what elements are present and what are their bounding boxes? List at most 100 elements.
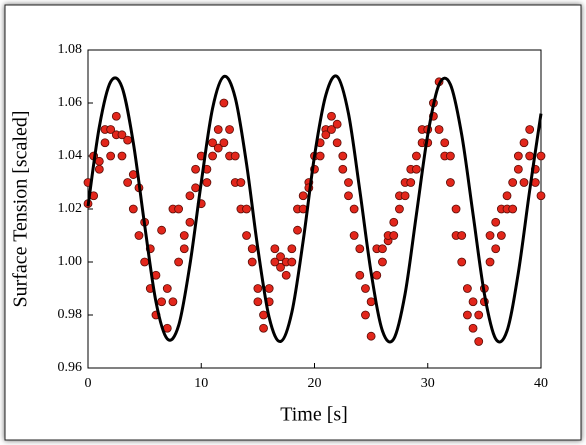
data-point: [519, 178, 529, 187]
data-point: [445, 151, 455, 161]
data-point: [134, 231, 144, 240]
data-point: [468, 297, 478, 307]
data-point: [298, 191, 308, 201]
data-point: [208, 151, 217, 161]
data-point: [513, 151, 523, 161]
data-point: [378, 257, 387, 267]
data-point: [349, 231, 359, 240]
data-point: [332, 119, 342, 129]
x-tick-label: 20: [308, 376, 322, 391]
data-point: [179, 244, 189, 254]
x-axis-label: Time [s]: [280, 404, 348, 426]
data-point: [174, 257, 184, 267]
data-point: [219, 98, 229, 108]
data-point: [287, 257, 297, 267]
y-tick-label: 0.96: [58, 360, 83, 375]
data-point: [457, 231, 467, 240]
y-tick-label: 1.06: [58, 95, 83, 110]
data-point: [513, 164, 523, 174]
data-point: [474, 310, 484, 320]
data-point: [293, 225, 302, 235]
data-point: [412, 164, 421, 174]
data-point: [276, 252, 285, 262]
data-point: [168, 297, 178, 307]
y-axis-label: Surface Tension [scaled]: [10, 110, 32, 307]
data-point: [111, 111, 121, 121]
data-point: [468, 323, 478, 333]
data-point: [349, 204, 359, 214]
y-tick-label: 0.98: [58, 307, 83, 322]
data-point: [327, 111, 336, 121]
data-point: [185, 191, 195, 201]
data-point: [117, 130, 127, 140]
data-point: [264, 284, 274, 293]
data-point: [253, 284, 263, 293]
data-point: [361, 310, 370, 320]
data-point: [485, 257, 495, 267]
data-point: [412, 151, 421, 161]
data-point: [219, 138, 229, 148]
data-point: [406, 178, 416, 187]
data-point: [355, 244, 365, 254]
data-point: [327, 125, 336, 134]
data-point: [94, 156, 104, 166]
data-point: [395, 204, 404, 214]
data-point: [253, 297, 263, 307]
data-point: [338, 151, 348, 161]
data-point: [366, 297, 376, 307]
data-point: [276, 262, 285, 272]
y-tick-label: 1.04: [58, 148, 83, 163]
data-point: [389, 231, 399, 240]
data-point: [355, 270, 365, 280]
data-point: [213, 125, 223, 134]
data-point: [451, 204, 461, 214]
x-tick-label: 10: [194, 376, 208, 391]
y-tick-label: 1.08: [58, 42, 83, 57]
data-point: [462, 284, 472, 293]
y-tick-label: 1.02: [58, 201, 83, 216]
data-point: [491, 244, 501, 254]
data-point: [242, 204, 251, 214]
data-point: [536, 151, 546, 161]
x-tick-label: 30: [421, 376, 435, 391]
data-point: [389, 217, 399, 227]
data-point: [185, 217, 195, 227]
data-point: [157, 225, 167, 235]
data-point: [281, 270, 291, 280]
data-point: [508, 178, 518, 187]
data-point: [378, 244, 387, 254]
data-point: [462, 310, 472, 320]
data-point: [287, 244, 297, 254]
data-point: [213, 143, 223, 153]
data-point: [496, 231, 506, 240]
data-point: [106, 151, 116, 161]
data-point: [208, 138, 217, 148]
data-point: [270, 257, 280, 267]
data-point: [191, 183, 200, 193]
data-point: [321, 130, 331, 140]
x-tick-label: 0: [85, 376, 92, 391]
data-point: [525, 151, 535, 161]
data-point: [94, 164, 104, 174]
data-point: [123, 178, 133, 187]
data-point: [202, 178, 212, 187]
data-point: [440, 138, 450, 148]
y-tick-label: 1.00: [58, 254, 83, 269]
data-point: [474, 337, 484, 346]
data-point: [344, 191, 353, 201]
data-point: [361, 284, 370, 293]
model-curve: [86, 74, 543, 344]
data-point: [179, 231, 189, 240]
data-point: [140, 257, 150, 267]
data-point: [259, 310, 268, 320]
data-point: [315, 151, 325, 161]
data-point: [157, 297, 167, 307]
data-point: [225, 125, 234, 134]
data-point: [502, 191, 512, 201]
x-tick-label: 40: [534, 376, 548, 391]
data-point: [230, 151, 240, 161]
data-point: [162, 284, 172, 293]
data-point: [457, 257, 467, 267]
